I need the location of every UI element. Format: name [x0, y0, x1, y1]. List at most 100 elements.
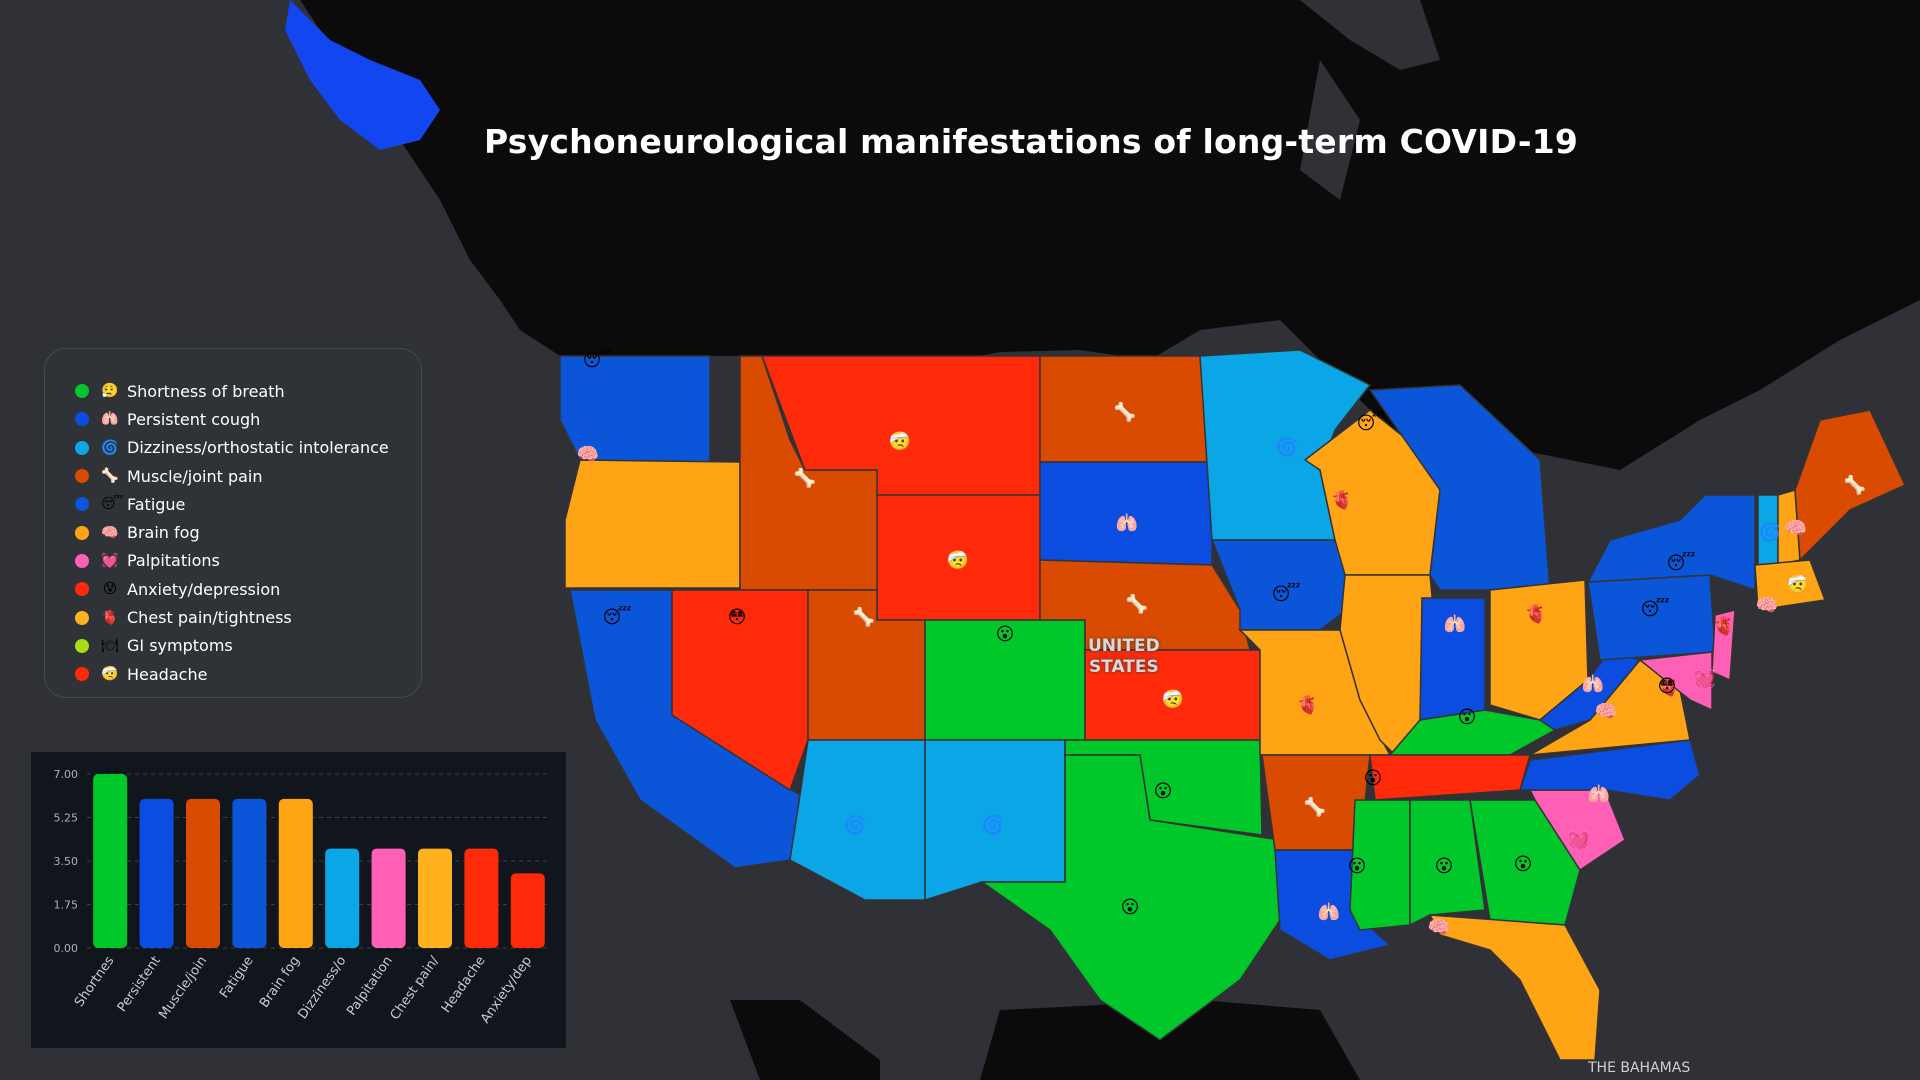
y-tick-label: 7.00 — [54, 768, 79, 781]
legend-item-brain-fog[interactable]: 🧠 Brain fog — [75, 518, 421, 546]
marker-new-mexico: 🌀 — [982, 814, 1004, 836]
x-tick-label: Palpitation — [344, 954, 396, 1019]
country-label-line2: STATES — [1088, 657, 1159, 677]
marker-colorado: 😮 — [996, 624, 1015, 645]
country-label-line1: UNITED — [1088, 636, 1160, 656]
headache-face-icon: 🤕 — [101, 666, 119, 683]
legend-item-muscle-joint-pain[interactable]: 🦴 Muscle/joint pain — [75, 462, 421, 490]
legend-item-anxiety-depression[interactable]: 😰 Anxiety/depression — [75, 575, 421, 603]
legend-item-fatigue[interactable]: 😴 Fatigue — [75, 490, 421, 518]
country-label: UNITED STATES — [1088, 636, 1160, 678]
marker-texas: 😮 — [1121, 897, 1140, 918]
marker-idaho: 🦴 — [794, 467, 816, 489]
marker-indiana: 🫁 — [1444, 614, 1466, 635]
marker-connecticut: 🧠 — [1756, 595, 1778, 616]
legend-item-headache[interactable]: 🤕 Headache — [75, 660, 421, 688]
legend-label: Anxiety/depression — [127, 579, 281, 599]
state-tennessee — [1369, 754, 1531, 801]
marker-alabama: 😮 — [1435, 856, 1454, 877]
marker-virginia: 🧠 — [1595, 701, 1617, 722]
legend-item-dizziness[interactable]: 🌀 Dizziness/orthostatic intolerance — [75, 434, 421, 462]
chart-bar-1[interactable] — [93, 774, 128, 948]
legend-item-palpitations[interactable]: 💓 Palpitations — [75, 547, 421, 575]
x-tick-label: Fatigue — [217, 954, 257, 1001]
marker-oklahoma: 😮 — [1154, 781, 1173, 802]
legend-dot — [75, 412, 89, 427]
chart-bar-2[interactable] — [139, 798, 174, 948]
marker-california: 😴 — [603, 606, 632, 628]
marker-tennessee: 😮 — [1364, 768, 1383, 789]
chart-bar-7[interactable] — [371, 848, 406, 948]
chart-bar-10[interactable] — [510, 873, 545, 948]
bahamas-label: THE BAHAMAS — [1588, 1060, 1691, 1076]
legend-item-persistent-cough[interactable]: 🫁 Persistent cough — [75, 405, 421, 433]
state-maryland-delaware — [1638, 651, 1713, 712]
state-massachusetts-ct — [1754, 559, 1827, 611]
marker-wyoming: 🤕 — [947, 550, 969, 571]
legend-label: Dizziness/orthostatic intolerance — [127, 438, 389, 458]
marker-west-virginia: 🫁 — [1582, 674, 1604, 695]
state-georgia — [1469, 799, 1581, 926]
legend-dot — [75, 582, 89, 597]
state-florida — [1428, 914, 1601, 1061]
x-tick-label: Shortnes — [72, 954, 118, 1010]
chart-bar-8[interactable] — [418, 848, 452, 948]
marker-delaware: 💓 — [1694, 668, 1716, 690]
tired-face-icon: 😴 — [101, 496, 124, 513]
legend-label: Muscle/joint pain — [127, 466, 263, 486]
x-tick-label: Dizziness/o — [295, 954, 349, 1022]
x-tick-label: Chest pain/ — [388, 953, 443, 1023]
state-oregon — [564, 459, 741, 589]
chart-bar-9[interactable] — [464, 848, 499, 948]
marker-nebraska: 🦴 — [1126, 593, 1148, 615]
marker-maryland-2: 😳 — [1658, 676, 1677, 697]
marker-north-dakota: 🦴 — [1114, 401, 1136, 423]
legend-dot — [75, 525, 89, 540]
spiral-icon: 🌀 — [101, 439, 119, 456]
marker-arizona: 🌀 — [844, 814, 866, 836]
marker-wisconsin: 🫀 — [1331, 489, 1353, 511]
chart-bar-4[interactable] — [232, 798, 267, 948]
legend-dot — [75, 667, 89, 682]
anxious-face-icon: 😰 — [102, 581, 118, 598]
x-tick-label: Brain fog — [257, 954, 303, 1011]
legend-item-gi-symptoms[interactable]: 🍽 GI symptoms — [75, 632, 421, 660]
marker-missouri: 🫀 — [1297, 694, 1319, 716]
marker-vermont: 🌀 — [1759, 521, 1781, 543]
legend-label: Palpitations — [127, 551, 220, 571]
legend-dot — [75, 384, 89, 399]
state-illinois — [1339, 574, 1441, 762]
marker-south-carolina: 💓 — [1568, 829, 1590, 851]
marker-south-dakota: 🫁 — [1116, 513, 1138, 534]
legend-dot — [75, 469, 89, 484]
x-tick-label: Muscle/join — [156, 954, 210, 1022]
chart-bar-5[interactable] — [278, 798, 313, 948]
legend-dot — [75, 638, 89, 653]
legend-dot — [75, 553, 89, 568]
lungs-icon: 🫁 — [101, 411, 119, 428]
legend-dot — [75, 440, 89, 455]
marker-iowa: 😴 — [1272, 583, 1301, 605]
marker-new-jersey: 🫀 — [1713, 615, 1735, 637]
breath-icon: 😮‍💨 — [101, 383, 119, 400]
chart-bar-6[interactable] — [325, 848, 360, 948]
marker-louisiana: 🫁 — [1318, 902, 1340, 923]
stomach-icon: 🍽 — [101, 637, 119, 654]
chart-bar-3[interactable] — [186, 798, 220, 948]
heart-icon: 💓 — [101, 552, 119, 569]
anatomical-heart-icon: 🫀 — [101, 609, 119, 626]
y-tick-label: 1.75 — [54, 899, 79, 912]
marker-minnesota: 🌀 — [1276, 436, 1298, 458]
legend-dot — [75, 610, 89, 625]
legend-item-chest-pain[interactable]: 🫀 Chest pain/tightness — [75, 603, 421, 631]
marker-ohio: 🫀 — [1525, 603, 1547, 625]
legend-label: Chest pain/tightness — [127, 608, 292, 628]
coastal-islands — [285, 0, 440, 150]
marker-mississippi: 😮 — [1348, 856, 1367, 877]
marker-north-carolina: 🫁 — [1588, 784, 1610, 805]
legend-label: Headache — [127, 664, 208, 684]
legend-item-shortness-of-breath[interactable]: 😮‍💨 Shortness of breath — [75, 377, 421, 405]
x-tick-label: Headache — [439, 954, 489, 1016]
legend-label: Shortness of breath — [127, 381, 285, 401]
